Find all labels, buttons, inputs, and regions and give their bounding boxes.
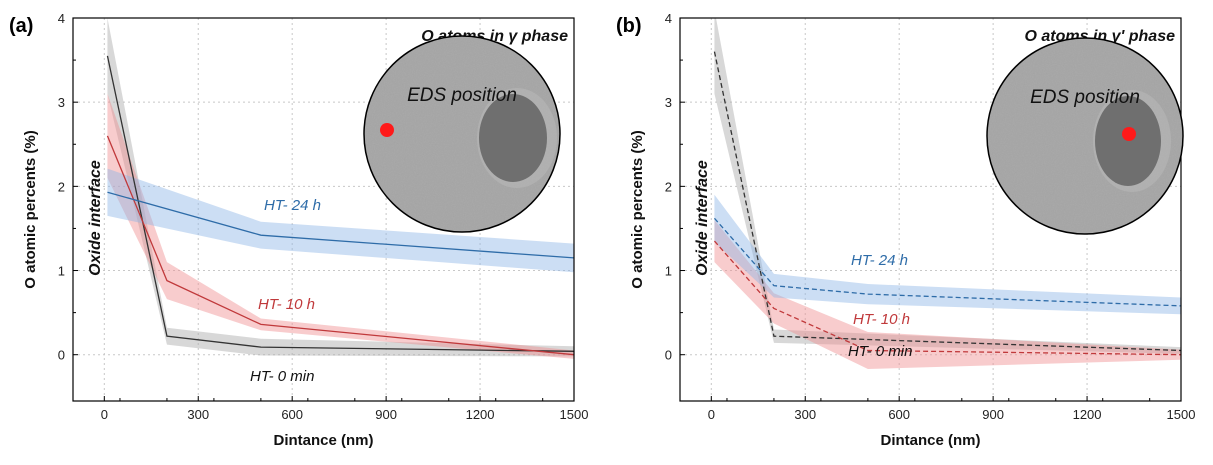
oxide-interface-annotation: Oxide interface xyxy=(694,160,711,276)
series-label-ht-24h: HT- 24 h xyxy=(264,197,321,214)
y-tick-label: 3 xyxy=(665,95,672,110)
axes-frame xyxy=(72,17,575,402)
oxide-interface-annotation: Oxide interface xyxy=(87,160,104,276)
x-tick-label: 300 xyxy=(187,407,209,422)
error-band-ht-24h xyxy=(107,168,574,273)
x-tick-label: 900 xyxy=(375,407,397,422)
y-tick-label: 3 xyxy=(58,95,65,110)
x-tick-label: 1500 xyxy=(1167,407,1196,422)
y-tick-label: 2 xyxy=(58,179,65,194)
y-axis-label: O atomic percents (%) xyxy=(629,130,646,288)
series-label-ht-0min: HT- 0 min xyxy=(250,368,314,385)
eds-inset-image: EDS position xyxy=(986,37,1184,235)
error-band-ht-10h xyxy=(714,220,1181,370)
y-tick-label: 0 xyxy=(665,348,672,363)
inset-pit xyxy=(1095,96,1161,186)
y-tick-label: 2 xyxy=(665,179,672,194)
x-tick-label: 0 xyxy=(101,407,108,422)
eds-position-label: EDS position xyxy=(1030,87,1140,108)
series-label-ht-10h: HT- 10 h xyxy=(853,311,910,328)
y-tick-label: 0 xyxy=(58,348,65,363)
series-line-ht-10h xyxy=(106,135,574,356)
y-tick-label: 4 xyxy=(665,11,672,26)
x-axis-label: Dintance (nm) xyxy=(273,432,373,449)
y-axis-label: O atomic percents (%) xyxy=(22,130,39,288)
series-label-ht-10h: HT- 10 h xyxy=(258,296,315,313)
x-tick-label: 0 xyxy=(708,407,715,422)
inset-border xyxy=(363,35,561,233)
panel-label: (a) xyxy=(9,15,33,37)
plot-area xyxy=(106,18,574,359)
x-tick-label: 1200 xyxy=(1073,407,1102,422)
series-line-ht-0min xyxy=(713,51,1181,352)
eds-position-label: EDS position xyxy=(407,85,517,106)
x-tick-label: 300 xyxy=(794,407,816,422)
x-axis-label: Dintance (nm) xyxy=(880,432,980,449)
x-tick-label: 600 xyxy=(888,407,910,422)
chart-panel-a: 0 300 600 900 1200 1500 0 1 2 3 4 Dintance (nm) O at… xyxy=(9,11,588,449)
eds-position-marker xyxy=(1122,127,1136,141)
axes-frame xyxy=(679,17,1182,402)
chart-panel-b: 0 300 600 900 1200 1500 0 1 2 3 4 Dintance (nm) O at… xyxy=(616,11,1196,449)
x-tick-label: 1200 xyxy=(466,407,495,422)
panel-label: (b) xyxy=(616,15,642,37)
x-tick-label: 600 xyxy=(281,407,303,422)
series-line-ht-24h xyxy=(107,191,574,259)
x-tick-label: 900 xyxy=(982,407,1004,422)
y-tick-label: 1 xyxy=(58,264,65,279)
series-line-ht-10h xyxy=(713,240,1181,356)
series-line-ht-0min xyxy=(106,55,574,352)
error-band-ht-24h xyxy=(714,194,1181,315)
eds-position-marker xyxy=(380,123,394,137)
series-label-ht-24h: HT- 24 h xyxy=(851,252,908,269)
plot-area xyxy=(713,18,1181,370)
y-tick-label: 4 xyxy=(58,11,65,26)
inset-pit xyxy=(479,94,547,182)
series-label-ht-0min: HT- 0 min xyxy=(848,343,912,360)
eds-inset-image: EDS position xyxy=(363,35,561,233)
x-tick-label: 1500 xyxy=(560,407,589,422)
y-tick-label: 1 xyxy=(665,264,672,279)
inset-border xyxy=(986,37,1184,235)
series-line-ht-24h xyxy=(713,217,1181,307)
